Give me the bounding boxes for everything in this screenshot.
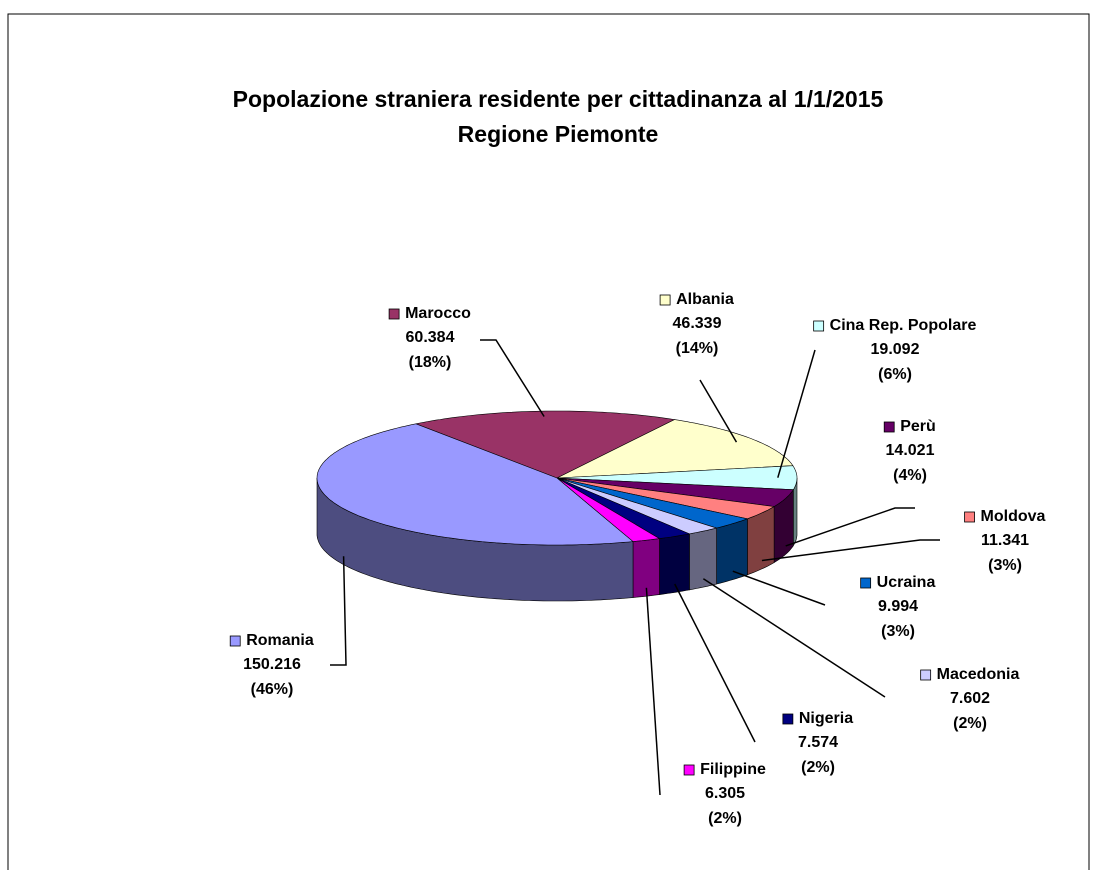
leader-line bbox=[777, 349, 816, 478]
slice-label: Albania bbox=[676, 291, 734, 308]
chart-title: Popolazione straniera residente per citt… bbox=[233, 86, 884, 112]
legend-swatch bbox=[813, 320, 825, 332]
legend-swatch bbox=[964, 511, 975, 523]
percent-label: (2%) bbox=[708, 810, 742, 827]
slice bbox=[556, 477, 661, 542]
legend-swatch bbox=[229, 635, 241, 647]
slice bbox=[556, 477, 775, 520]
value-label: 150.216 bbox=[243, 656, 301, 673]
leader-line bbox=[732, 570, 826, 606]
leader-line bbox=[761, 539, 940, 562]
percent-label: (4%) bbox=[893, 467, 927, 484]
slice-label: Nigeria bbox=[799, 710, 853, 727]
legend-swatch bbox=[659, 294, 671, 306]
slice bbox=[556, 419, 794, 479]
legend-swatch bbox=[388, 308, 400, 320]
leader-line bbox=[645, 587, 661, 796]
slice bbox=[556, 477, 690, 539]
slice bbox=[556, 465, 798, 491]
slice bbox=[556, 477, 794, 507]
value-label: 14.021 bbox=[886, 442, 935, 459]
value-label: 19.092 bbox=[871, 341, 920, 358]
percent-label: (6%) bbox=[878, 366, 912, 383]
legend-swatch bbox=[883, 421, 895, 433]
pie-sides bbox=[316, 478, 798, 602]
chart-subtitle: Regione Piemonte bbox=[458, 121, 659, 147]
value-label: 6.305 bbox=[705, 785, 745, 802]
leader-line bbox=[702, 578, 886, 698]
slice-side bbox=[689, 527, 717, 591]
slice-label: Macedonia bbox=[937, 666, 1020, 683]
value-label: 46.339 bbox=[673, 315, 722, 332]
slice-label: Cina Rep. Popolare bbox=[830, 317, 977, 334]
slice-side bbox=[659, 533, 690, 595]
legend-swatch bbox=[860, 577, 872, 589]
slice bbox=[316, 423, 634, 546]
slice-label: Marocco bbox=[405, 305, 471, 322]
percent-label: (2%) bbox=[801, 759, 835, 776]
percent-label: (2%) bbox=[953, 715, 987, 732]
value-label: 7.602 bbox=[950, 690, 990, 707]
slice bbox=[556, 477, 748, 529]
percent-label: (3%) bbox=[881, 623, 915, 640]
legend-swatch bbox=[782, 713, 794, 725]
leader-line bbox=[699, 379, 738, 443]
slice bbox=[556, 477, 717, 535]
value-label: 9.994 bbox=[878, 598, 918, 615]
leader-line bbox=[674, 583, 756, 743]
value-label: 11.341 bbox=[981, 532, 1029, 549]
percent-label: (3%) bbox=[988, 557, 1022, 574]
leader-line bbox=[330, 556, 347, 666]
leader-line bbox=[785, 507, 915, 547]
percent-label: (46%) bbox=[251, 681, 294, 698]
slice-label: Filippine bbox=[700, 761, 766, 778]
legend-swatch bbox=[920, 669, 932, 681]
pie-tops bbox=[316, 410, 798, 546]
percent-label: (18%) bbox=[409, 354, 452, 371]
percent-label: (14%) bbox=[676, 340, 719, 357]
slice-label: Romania bbox=[246, 632, 314, 649]
value-label: 7.574 bbox=[798, 734, 838, 751]
value-label: 60.384 bbox=[406, 329, 455, 346]
slice-label: Moldova bbox=[981, 508, 1046, 525]
slice-label: Ucraina bbox=[877, 574, 936, 591]
legend-swatch bbox=[683, 764, 695, 776]
slice-label: Perù bbox=[900, 418, 936, 435]
leader-line bbox=[480, 339, 545, 417]
